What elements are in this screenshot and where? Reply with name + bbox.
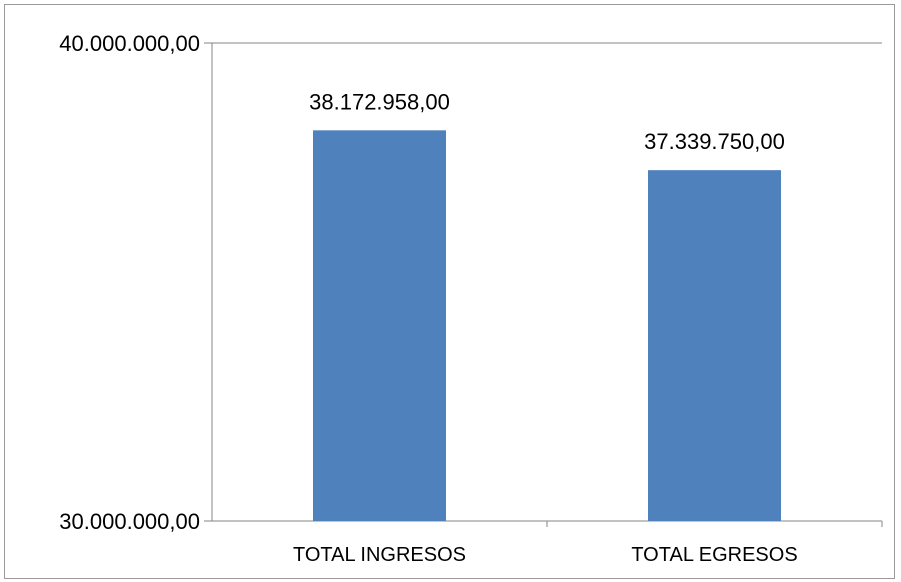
data-label: 38.172.958,00 (309, 89, 450, 114)
bar-layer (313, 130, 781, 521)
x-category-label: TOTAL EGRESOS (631, 544, 797, 566)
data-label: 37.339.750,00 (644, 129, 785, 154)
label-layer: 38.172.958,00 TOTAL INGRESOS 37.339.750,00… (293, 89, 798, 566)
y-tick-label: 40.000.000,00 (59, 31, 200, 56)
bar-total-ingresos (313, 130, 446, 521)
y-tick-label: 30.000.000,00 (59, 509, 200, 534)
x-category-label: TOTAL INGRESOS (293, 544, 466, 566)
axis-layer: 30.000.000,00 40.000.000,00 (59, 31, 883, 534)
bar-total-egresos (648, 170, 781, 521)
